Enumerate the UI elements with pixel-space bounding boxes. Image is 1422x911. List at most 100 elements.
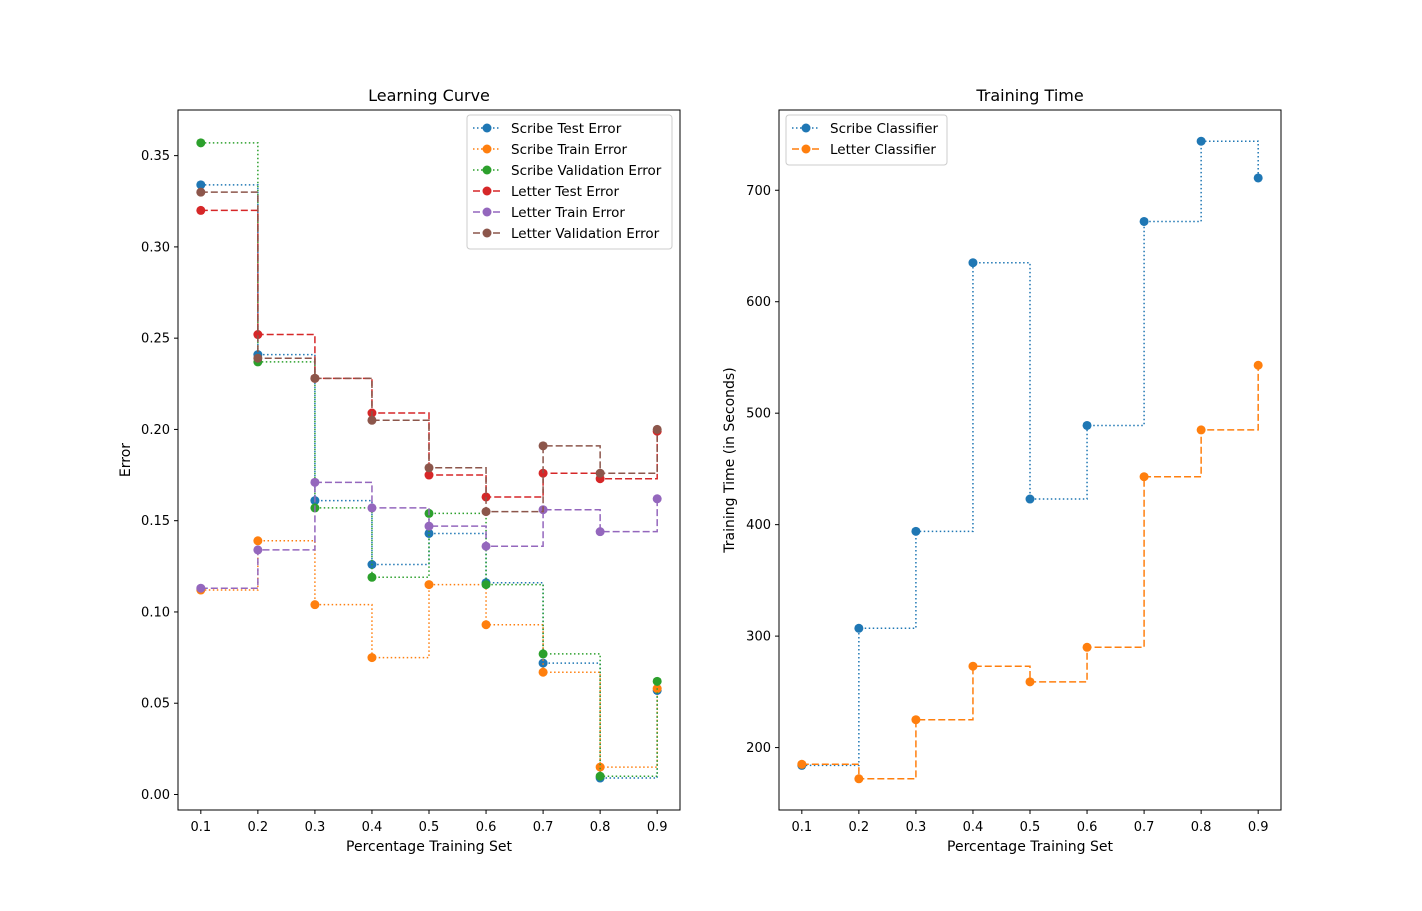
data-point: [1082, 420, 1092, 430]
data-point: [1253, 360, 1263, 370]
y-tick-label: 0.25: [141, 332, 170, 347]
data-point: [481, 541, 491, 551]
data-point: [196, 583, 206, 593]
x-axis-label: Percentage Training Set: [947, 839, 1113, 855]
data-point: [253, 353, 263, 363]
y-tick-label: 0.00: [141, 788, 170, 803]
data-point: [424, 580, 434, 590]
x-tick-label: 0.6: [1077, 820, 1098, 835]
legend-entry-label: Letter Train Error: [511, 205, 625, 221]
legend-entry-label: Letter Test Error: [511, 184, 620, 200]
legend-entry-label: Scribe Validation Error: [511, 163, 662, 179]
legend-swatch-marker: [482, 186, 492, 196]
data-point: [253, 536, 263, 546]
data-point: [367, 503, 377, 513]
data-point: [253, 545, 263, 555]
data-point: [652, 676, 662, 686]
data-point: [538, 667, 548, 677]
data-point: [1139, 216, 1149, 226]
legend-swatch-marker: [482, 228, 492, 238]
legend-entry-label: Scribe Classifier: [830, 121, 939, 137]
data-point: [911, 526, 921, 536]
chart-title: Learning Curve: [368, 86, 490, 105]
data-point: [854, 774, 864, 784]
series-line: [200, 540, 658, 768]
legend-swatch-marker: [482, 144, 492, 154]
data-point: [367, 415, 377, 425]
legend-entry-label: Scribe Test Error: [511, 121, 622, 137]
data-point: [854, 623, 864, 633]
data-point: [968, 661, 978, 671]
x-tick-label: 0.2: [248, 820, 269, 835]
y-tick-label: 600: [746, 295, 771, 310]
x-tick-label: 0.3: [906, 820, 927, 835]
legend-swatch-marker: [482, 207, 492, 217]
data-point: [310, 600, 320, 610]
data-point: [424, 463, 434, 473]
x-tick-label: 0.3: [305, 820, 326, 835]
data-point: [424, 470, 434, 480]
y-axis-label: Training Time (in Seconds): [722, 367, 738, 553]
x-tick-label: 0.8: [1191, 820, 1212, 835]
series-line: [200, 481, 658, 589]
x-tick-label: 0.5: [1020, 820, 1041, 835]
x-tick-label: 0.7: [533, 820, 554, 835]
data-point: [652, 424, 662, 434]
legend-swatch-marker: [801, 123, 811, 133]
legend-entry-label: Letter Validation Error: [511, 226, 660, 242]
y-tick-label: 0.35: [141, 149, 170, 164]
data-point: [196, 187, 206, 197]
x-tick-label: 0.1: [791, 820, 812, 835]
data-point: [196, 138, 206, 148]
data-point: [538, 658, 548, 668]
y-tick-label: 0.05: [141, 697, 170, 712]
data-point: [797, 759, 807, 769]
data-point: [595, 771, 605, 781]
data-point: [595, 762, 605, 772]
legend-swatch-marker: [801, 144, 811, 154]
x-tick-label: 0.2: [849, 820, 870, 835]
data-point: [424, 521, 434, 531]
legend-swatch-marker: [482, 165, 492, 175]
data-point: [1082, 642, 1092, 652]
data-point: [538, 649, 548, 659]
data-point: [310, 477, 320, 487]
learning-curve-panel: 0.1 0.2 0.3 0.4 0.5 0.6 0.7 0.8 0.9 0.00 0.05 0.10 0…: [118, 86, 681, 855]
y-tick-label: 0.20: [141, 423, 170, 438]
data-point: [424, 528, 434, 538]
x-tick-label: 0.9: [647, 820, 668, 835]
data-point: [310, 373, 320, 383]
data-point: [1025, 677, 1035, 687]
data-point: [652, 494, 662, 504]
y-tick-label: 200: [746, 741, 771, 756]
series-line: [801, 140, 1259, 767]
legend-entry-label: Letter Classifier: [830, 142, 936, 158]
legend: Scribe Test Error Scribe Train Error Scrib…: [466, 114, 673, 250]
data-point: [911, 715, 921, 725]
series-line: [200, 184, 658, 779]
data-point: [253, 330, 263, 340]
data-point: [1196, 136, 1206, 146]
y-tick-label: 0.10: [141, 605, 170, 620]
x-tick-label: 0.7: [1134, 820, 1155, 835]
x-tick-label: 0.1: [190, 820, 211, 835]
x-tick-label: 0.4: [362, 820, 383, 835]
x-tick-label: 0.4: [963, 820, 984, 835]
y-axis-label: Error: [118, 443, 134, 477]
training-time-panel: 0.1 0.2 0.3 0.4 0.5 0.6 0.7 0.8 0.9 200 300 400 500 6…: [722, 86, 1282, 855]
y-tick-label: 500: [746, 407, 771, 422]
x-tick-label: 0.8: [590, 820, 611, 835]
data-point: [1025, 494, 1035, 504]
data-point: [367, 572, 377, 582]
data-point: [538, 441, 548, 451]
x-tick-label: 0.6: [476, 820, 497, 835]
data-point: [968, 258, 978, 268]
y-tick-label: 0.15: [141, 514, 170, 529]
data-point: [481, 620, 491, 630]
data-point: [1196, 425, 1206, 435]
x-axis-label: Percentage Training Set: [346, 839, 512, 855]
y-tick-label: 400: [746, 518, 771, 533]
y-tick-label: 700: [746, 184, 771, 199]
data-point: [367, 653, 377, 663]
